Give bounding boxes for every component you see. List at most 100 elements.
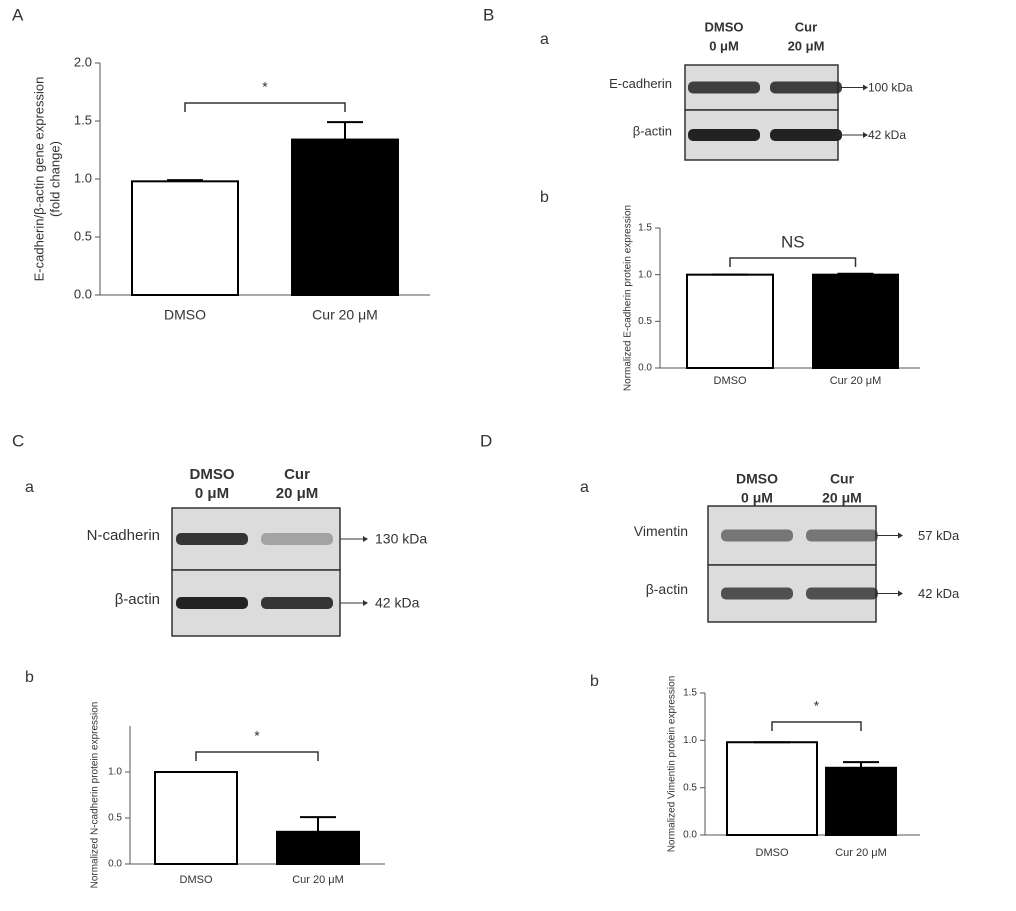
y-tick-label: 2.0 (74, 54, 92, 69)
y-tick-label: 0.5 (638, 316, 652, 327)
bracket (771, 721, 862, 731)
y-tick-label: 1.0 (638, 269, 652, 280)
y-tick-label: 0.5 (108, 813, 122, 824)
panel-label: B (483, 5, 494, 24)
arrow-head (863, 132, 868, 138)
size-label: 42 kDa (918, 586, 960, 601)
x-tick-label: Cur 20 μM (835, 847, 887, 859)
lane-header: 20 μM (276, 485, 319, 502)
band (806, 587, 878, 600)
sub-label: b (25, 669, 34, 686)
error-bar (300, 816, 336, 832)
error-bar (167, 179, 203, 182)
sub-label: a (540, 31, 549, 48)
x-tick-label: Cur 20 μM (292, 874, 344, 886)
protein-label: E-cadherin (609, 76, 672, 91)
lane-header: DMSO (190, 466, 235, 483)
bracket (195, 751, 319, 761)
y-tick-label: 1.0 (683, 735, 697, 746)
x-tick-label: DMSO (164, 307, 206, 323)
bar (276, 830, 360, 865)
x-tick-label: Cur 20 μM (830, 375, 882, 387)
band (688, 81, 760, 94)
protein-label: β-actin (633, 123, 672, 138)
y-tick-label: 1.5 (638, 223, 652, 234)
bracket (184, 102, 346, 112)
x-tick-label: Cur 20 μM (312, 307, 378, 323)
error-bar (837, 272, 874, 275)
annotation: * (814, 698, 820, 714)
y-tick-label: 0.0 (74, 286, 92, 301)
x-tick-label: DMSO (180, 874, 213, 886)
arrow-head (898, 590, 903, 597)
sub-label: b (590, 673, 599, 690)
lane-header: 20 μM (788, 38, 825, 53)
arrow-head (898, 532, 903, 539)
annotation: NS (781, 232, 805, 251)
sub-label: b (540, 189, 549, 206)
sub-label: a (25, 479, 34, 496)
y-tick-label: 0.0 (108, 859, 122, 870)
panel-label: A (12, 5, 24, 24)
y-axis-label: E-cadherin/β-actin gene expression (31, 77, 46, 282)
size-label: 42 kDa (868, 128, 906, 142)
error-bar (843, 761, 879, 768)
bar (154, 771, 238, 865)
lane-header: DMSO (705, 19, 744, 34)
band (261, 597, 333, 609)
arrow-head (363, 600, 368, 606)
band (806, 529, 878, 542)
y-tick-label: 0.5 (683, 782, 697, 793)
size-label: 57 kDa (918, 528, 960, 543)
lane-header: DMSO (736, 471, 778, 487)
y-axis-label: Normalized Vimentin protein expression (667, 676, 678, 853)
y-axis-label: Normalized N-cadherin protein expression (90, 702, 101, 889)
bar (291, 138, 399, 296)
band (721, 587, 793, 600)
lane-header: 0 μM (195, 485, 229, 502)
size-label: 100 kDa (868, 81, 913, 95)
lane-header: Cur (284, 466, 310, 483)
band (721, 529, 793, 542)
bracket (729, 257, 857, 267)
protein-label: β-actin (646, 581, 688, 597)
y-tick-label: 1.0 (74, 170, 92, 185)
bar (726, 741, 818, 837)
y-axis-label: (fold change) (47, 141, 62, 217)
bar (825, 766, 897, 837)
band (770, 81, 842, 94)
bar (686, 273, 774, 369)
protein-label: β-actin (115, 591, 160, 608)
bar (131, 180, 239, 297)
sub-label: a (580, 479, 589, 496)
y-tick-label: 0.5 (74, 228, 92, 243)
y-axis-label: Normalized E-cadherin protein expression (623, 205, 634, 391)
annotation: * (254, 728, 260, 744)
y-tick-label: 1.5 (683, 688, 697, 699)
arrow-head (363, 536, 368, 542)
lane-header: 0 μM (709, 38, 739, 53)
error-bar (327, 121, 363, 140)
bar (812, 273, 899, 369)
size-label: 42 kDa (375, 595, 420, 611)
lane-header: 20 μM (822, 490, 862, 506)
band (770, 129, 842, 141)
x-tick-label: DMSO (756, 847, 789, 859)
band (261, 533, 333, 545)
band (176, 533, 248, 545)
band (176, 597, 248, 609)
protein-label: Vimentin (634, 523, 688, 539)
panel-label: C (12, 431, 24, 450)
arrow-head (863, 84, 868, 91)
y-tick-label: 1.5 (74, 112, 92, 127)
lane-header: 0 μM (741, 490, 773, 506)
y-tick-label: 1.0 (108, 767, 122, 778)
y-tick-label: 0.0 (683, 830, 697, 841)
panel-label: D (480, 431, 492, 450)
size-label: 130 kDa (375, 531, 427, 547)
y-tick-label: 0.0 (638, 363, 652, 374)
x-tick-label: DMSO (714, 375, 747, 387)
lane-header: Cur (830, 471, 855, 487)
protein-label: N-cadherin (87, 527, 160, 544)
